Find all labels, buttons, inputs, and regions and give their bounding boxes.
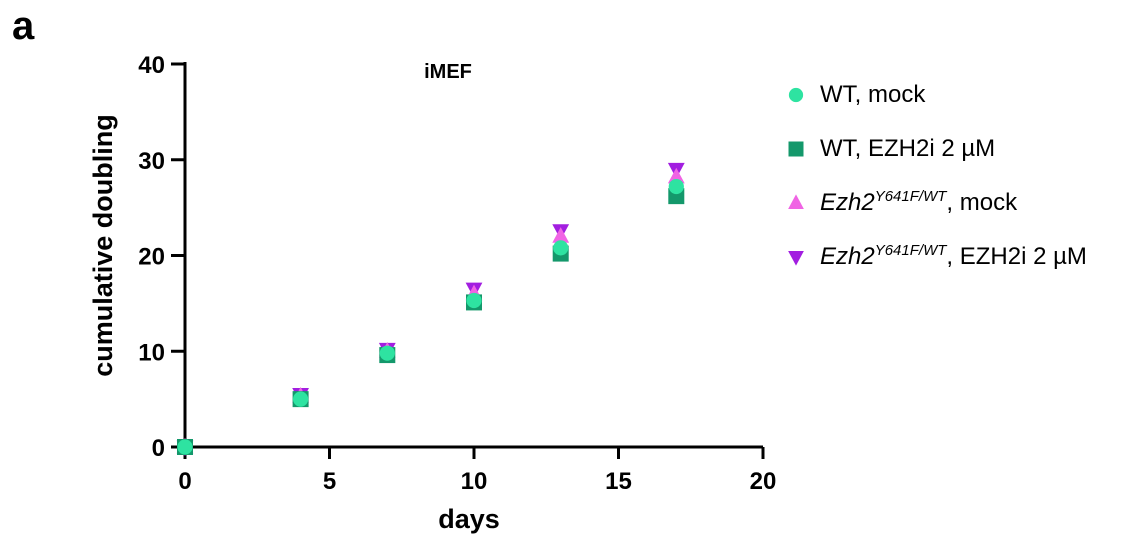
legend-label: Ezh2Y641F/WT, EZH2i 2 µM (820, 243, 1087, 271)
legend-symbol (788, 141, 804, 157)
x-axis-label: days (438, 504, 500, 534)
legend-item: Ezh2Y641F/WT, mock (780, 176, 1087, 230)
data-point-circle (177, 439, 193, 455)
data-point-circle (379, 345, 395, 361)
legend: WT, mock WT, EZH2i 2 µM Ezh2Y641F/WT, mock… (780, 68, 1087, 284)
legend-label: WT, EZH2i 2 µM (820, 135, 996, 162)
data-point-triangle-up (667, 167, 685, 184)
legend-symbol (788, 87, 804, 103)
legend-marker-triangle-down (780, 242, 820, 272)
legend-genotype: Y641F/WT (874, 188, 947, 205)
x-tick-label: 10 (461, 468, 488, 495)
x-tick-label: 15 (605, 468, 632, 495)
y-tick-label: 0 (152, 435, 165, 462)
data-point-circle (466, 292, 482, 309)
legend-condition: , EZH2i 2 µM (946, 243, 1087, 270)
y-tick-label: 20 (138, 244, 165, 271)
chart-title: iMEF (424, 61, 472, 83)
legend-symbol (788, 251, 804, 266)
scatter-chart: 0 5 10 15 20 0 10 20 30 40 iMEF days cumulative doub… (88, 52, 777, 534)
legend-gene: Ezh2 (820, 189, 875, 216)
panel-label: a (12, 4, 35, 48)
legend-label: Ezh2Y641F/WT, mock (820, 189, 1017, 217)
legend-item: WT, mock (780, 68, 1087, 122)
data-point-circle (293, 391, 309, 407)
legend-item: Ezh2Y641F/WT, EZH2i 2 µM (780, 230, 1087, 284)
legend-marker-square (780, 134, 820, 164)
legend-gene: Ezh2 (820, 243, 875, 270)
x-tick-label: 0 (178, 468, 191, 495)
legend-genotype: Y641F/WT (874, 242, 947, 259)
legend-marker-triangle-up (780, 188, 820, 218)
y-axis-label: cumulative doubling (88, 114, 118, 377)
legend-label: WT, mock (820, 81, 926, 108)
x-tick-label: 20 (750, 468, 777, 495)
legend-symbol (788, 194, 804, 209)
y-tick-label: 10 (138, 339, 165, 366)
y-tick-label: 30 (138, 148, 165, 175)
data-point-circle (668, 178, 684, 195)
x-tick-label: 5 (323, 468, 336, 495)
y-tick-label: 40 (138, 52, 165, 79)
data-point-triangle-up (552, 227, 570, 243)
legend-marker-circle (780, 80, 820, 110)
data-point-circle (553, 240, 569, 256)
legend-item: WT, EZH2i 2 µM (780, 122, 1087, 176)
legend-condition: , mock (946, 189, 1018, 216)
